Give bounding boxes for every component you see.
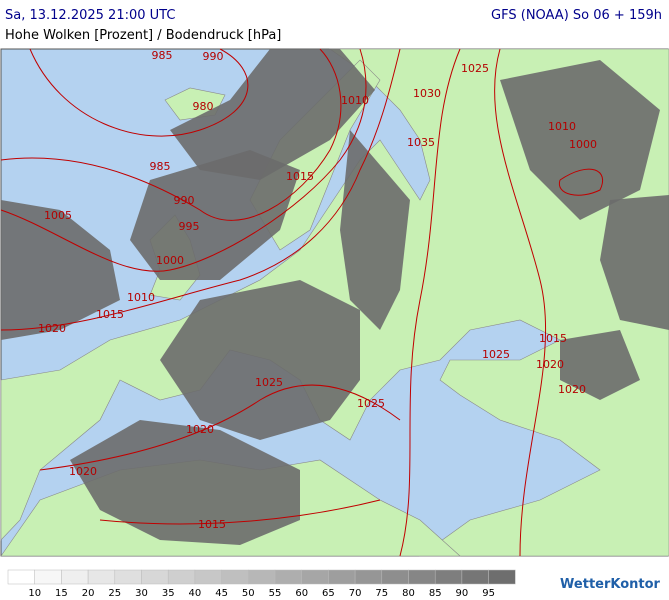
cloud	[130, 150, 300, 280]
isobar-label: 1025	[357, 397, 385, 410]
legend-swatch	[221, 569, 249, 585]
isobar-label: 1025	[482, 348, 510, 361]
isobar-label: 1035	[407, 136, 435, 149]
isobar-label: 1025	[255, 376, 283, 389]
legend-swatch	[354, 569, 383, 585]
legend-tick-label: 80	[402, 588, 415, 599]
isobar-label: 990	[174, 194, 195, 207]
legend-tick-label: 25	[108, 588, 121, 599]
legend-tick-label: 45	[215, 588, 228, 599]
cloud	[560, 330, 640, 400]
isobar-label: 1000	[569, 138, 597, 151]
isobar	[0, 48, 401, 331]
isobar-label: 1015	[198, 518, 226, 531]
legend-tick-label: 70	[349, 588, 362, 599]
isobar-label: 985	[150, 160, 171, 173]
isobar	[558, 168, 603, 196]
cloud	[70, 420, 300, 545]
legend-tick-label: 30	[135, 588, 148, 599]
isobar-label: 1030	[413, 87, 441, 100]
legend-tick-label: 35	[162, 588, 175, 599]
isobar-label: 1020	[186, 423, 214, 436]
legend-swatch	[408, 569, 436, 585]
isobar-label: 1020	[69, 465, 97, 478]
legend-swatch	[7, 569, 35, 585]
legend-swatch	[328, 569, 356, 585]
cloud	[340, 130, 410, 330]
isobar-label: 1020	[38, 322, 66, 335]
legend-tick-label: 95	[482, 588, 495, 599]
isobar	[399, 48, 461, 557]
legend-swatch	[61, 569, 89, 585]
cloud	[170, 49, 375, 180]
legend-swatch	[381, 569, 409, 585]
cloud	[1, 200, 120, 340]
legend-swatch	[461, 569, 489, 585]
isobar-label: 990	[203, 50, 224, 63]
legend-tick-label: 50	[242, 588, 255, 599]
legend-tick-label: 90	[456, 588, 469, 599]
legend-swatch	[87, 569, 116, 585]
isobar-label: 1005	[44, 209, 72, 222]
map: 985 990 980 1025 1010 1030 1035 1010 1000 985 1015…	[0, 48, 669, 557]
isobar-label: 1010	[341, 94, 369, 107]
legend-swatch	[434, 569, 463, 585]
isobar	[0, 48, 342, 221]
legend-swatch	[194, 569, 222, 585]
legend-tick-label: 75	[375, 588, 388, 599]
legend-swatch	[274, 569, 302, 585]
isobar-label: 985	[152, 49, 173, 62]
legend-swatch	[301, 569, 329, 585]
legend-swatch	[141, 569, 169, 585]
legend-swatch	[248, 569, 276, 585]
cloud	[500, 60, 660, 220]
legend-tick-label: 55	[269, 588, 282, 599]
isobar-label: 1015	[96, 308, 124, 321]
isobar-label: 1015	[286, 170, 314, 183]
isobar	[29, 48, 249, 137]
logo: WetterKontor	[560, 577, 661, 592]
legend-swatch	[167, 569, 196, 585]
datetime: Sa, 13.12.2025 21:00 UTC	[5, 8, 175, 23]
legend-tick-label: 85	[429, 588, 442, 599]
legend-swatch	[114, 569, 142, 585]
legend-swatch	[34, 569, 62, 585]
cloud	[600, 195, 669, 330]
isobar	[0, 48, 367, 272]
isobar	[39, 384, 401, 471]
isobar-label: 1025	[461, 62, 489, 75]
cloud	[160, 280, 360, 440]
legend-tick-label: 20	[82, 588, 95, 599]
subtitle: Hohe Wolken [Prozent] / Bodendruck [hPa]	[5, 28, 281, 43]
legend-tick-label: 15	[55, 588, 68, 599]
isobar-label: 980	[193, 100, 214, 113]
isobar	[494, 48, 547, 557]
legend-tick-label: 60	[295, 588, 308, 599]
model-run: GFS (NOAA) So 06 + 159h	[491, 8, 662, 23]
legend-tick-label: 40	[189, 588, 202, 599]
isobar-label: 1000	[156, 254, 184, 267]
isobar	[99, 499, 381, 525]
isobar-label: 1015	[539, 332, 567, 345]
isobar-label: 995	[179, 220, 200, 233]
isobar-label: 1010	[127, 291, 155, 304]
legend: 10 15 20 25 30 35 40 45 50 55 60 65 70 75 80 85 90 95	[7, 569, 516, 599]
legend-tick-label: 65	[322, 588, 335, 599]
legend-swatch	[488, 569, 516, 585]
isobar-label: 1020	[536, 358, 564, 371]
isobar-label: 1010	[548, 120, 576, 133]
legend-tick-label: 10	[28, 588, 41, 599]
isobar-label: 1020	[558, 383, 586, 396]
